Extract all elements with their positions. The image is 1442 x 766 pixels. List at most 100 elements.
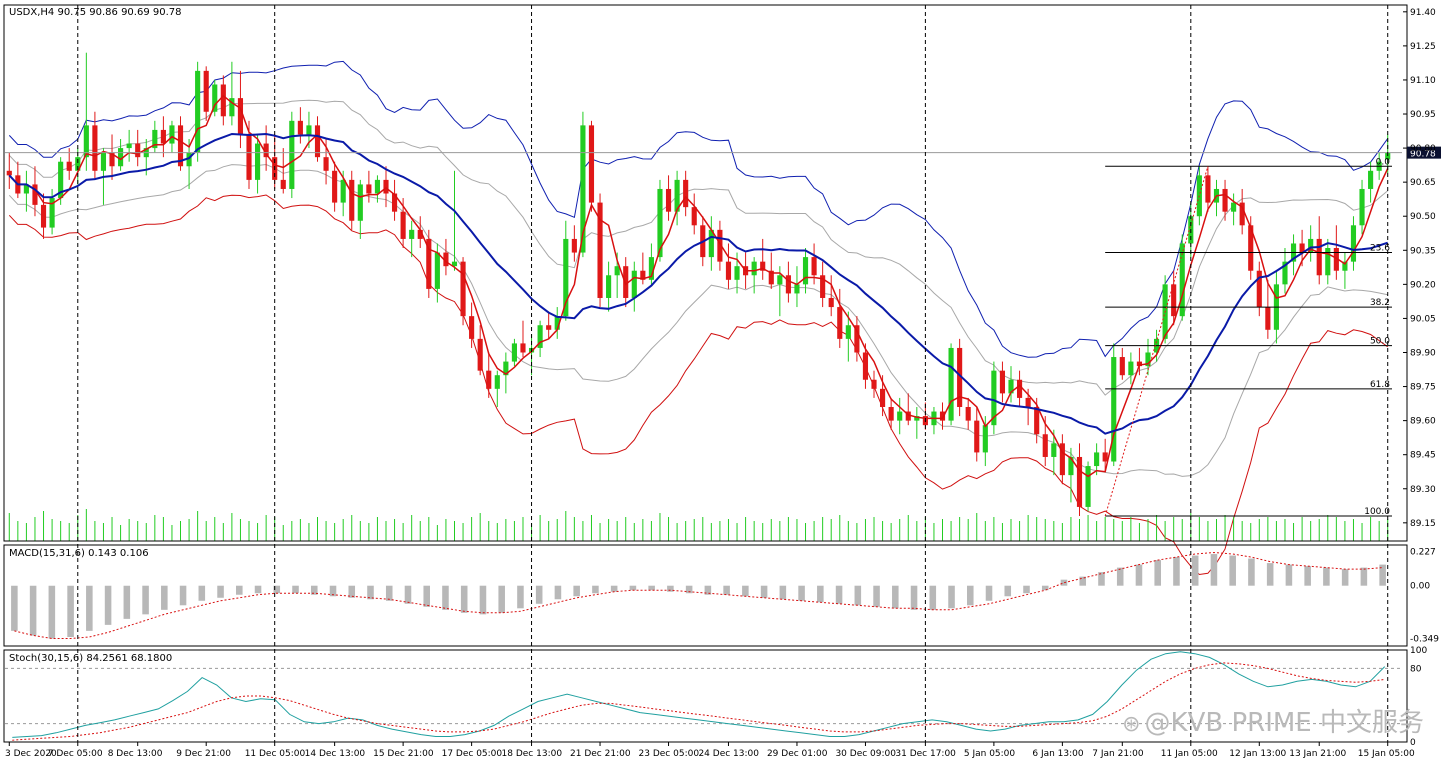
ma-mid-line [8,132,1389,435]
candle-body [383,179,389,194]
symbol-label: USDX,H4 90.75 90.86 90.69 90.78 [9,7,182,18]
candle-body [734,266,740,280]
candle-body [845,325,851,339]
candle-body [118,148,124,167]
candle-body [494,375,500,389]
candle-body [1350,225,1357,262]
candle-body [49,198,55,228]
candle-body [760,261,766,271]
candle-body [186,152,192,167]
panel-frame [3,4,1408,542]
candle-body [443,252,449,267]
price-tick-label: 91.10 [1410,76,1436,86]
candle-body [1265,307,1271,330]
candle-body [255,143,261,180]
candle-body [1248,225,1254,271]
candle-body [631,270,637,298]
time-tick-label: 14 Dec 13:00 [305,749,366,759]
candle-body [503,361,509,376]
candle-body [469,316,475,339]
candle-body [554,316,560,330]
fib-level-label: 100.0 [1364,507,1390,517]
time-tick-label: 11 Jan 05:00 [1161,749,1218,759]
candle-body [1111,357,1117,462]
candle-body [203,70,209,112]
candle-body [1256,270,1262,308]
candle-body [1136,361,1142,367]
current-price-label: 90.78 [1410,150,1436,160]
time-tick-label: 3 Dec 2020 [5,749,57,759]
candle-body [511,343,517,362]
candle-body [1094,452,1100,467]
candle-body [400,211,406,239]
candle-body [537,325,543,348]
candle-body [828,297,834,308]
macd-label: MACD(15,31,6) 0.143 0.106 [9,548,149,559]
candle-body [1025,397,1031,407]
candle-body [83,125,89,158]
candle-body [546,325,552,330]
candle-body [888,407,894,421]
candle-body [1205,175,1211,203]
candle-body [862,352,869,380]
candle-body [674,179,680,212]
fib-level-label: 50.0 [1370,337,1390,347]
candle-body [23,184,29,194]
time-tick-label: 12 Jan 13:00 [1229,749,1286,759]
candle-body [109,152,115,167]
candle-body [195,70,201,153]
candle-body [854,325,860,353]
time-tick-label: 15 Dec 21:00 [373,749,434,759]
candle-body [691,207,697,226]
candle-body [263,143,269,158]
weibo-like-icon: ⊛ [1122,712,1141,737]
candle-body [126,143,132,149]
macd-panel[interactable] [11,551,1386,639]
fib-level-label: 38.2 [1370,298,1390,308]
candle-body [332,170,338,203]
time-tick-label: 15 Jan 05:00 [1358,749,1415,759]
candle-body [1119,357,1125,376]
candle-body [880,388,886,407]
candle-body [614,266,620,276]
price-tick-label: 90.05 [1410,314,1436,324]
time-tick-label: 13 Jan 21:00 [1289,749,1346,759]
candle-body [948,347,954,421]
candle-body [75,157,81,171]
candle-body [289,120,295,189]
candle-body [212,84,218,112]
candle-body [323,157,329,171]
fib-trend-line [1104,166,1209,517]
stoch-tick-label: 80 [1410,664,1422,674]
stoch-main-line [12,651,1386,738]
candle-body [1333,248,1339,271]
candle-body [580,125,586,253]
candle-body [434,252,440,289]
macd-tick-label: -0.349 [1410,634,1439,644]
candle-body [1068,456,1074,476]
band-inner-lower [8,163,1388,477]
price-tick-label: 89.30 [1410,485,1436,495]
candle-body [905,411,911,421]
candle-body [391,193,398,212]
price-panel[interactable]: 0.0 23.6 38.2 50.0 61.8 100.0 [5,52,1402,576]
candle-body [811,257,817,276]
candle-body [1008,379,1014,394]
candle-body [588,125,595,203]
time-tick-label: 17 Dec 05:00 [442,749,503,759]
candle-body [794,284,800,294]
watermark-text: @KVB PRIME 中文服务 [1144,708,1424,738]
candle-body [340,179,346,203]
candle-body [160,129,166,144]
candle-body [357,184,363,221]
price-tick-label: 91.40 [1410,8,1436,18]
stochastic-panel[interactable] [5,651,1402,741]
candle-body [717,229,723,262]
candle-body [871,379,877,389]
macd-tick-label: 0.00 [1410,582,1430,592]
price-tick-label: 89.15 [1410,519,1436,529]
candle-body [306,125,312,135]
candle-body [914,416,920,421]
candle-body [1316,238,1322,276]
